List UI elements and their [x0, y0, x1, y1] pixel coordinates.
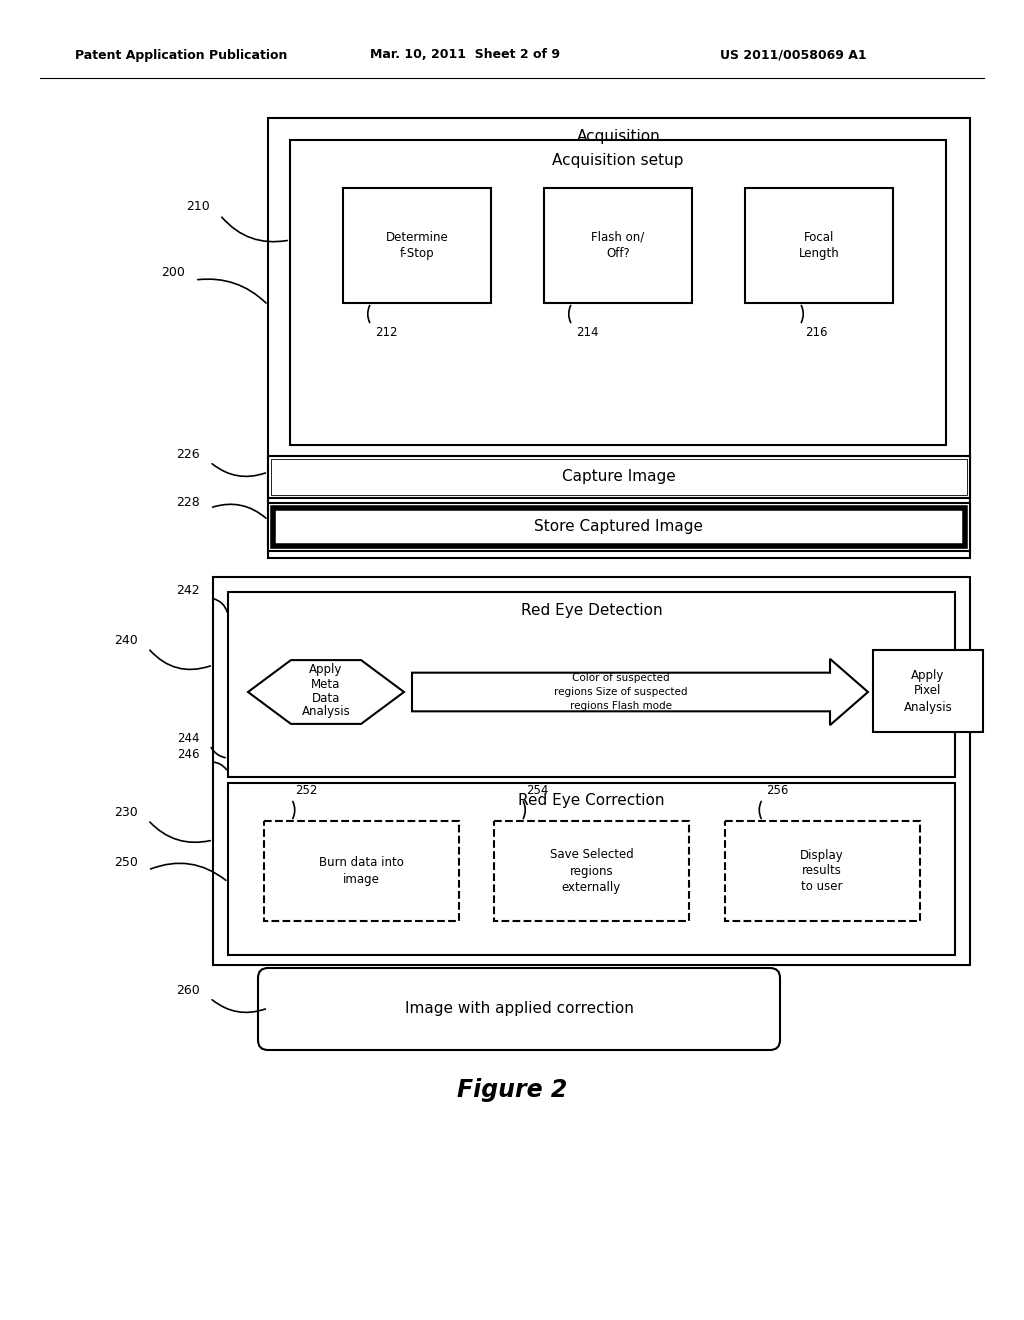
Text: 252: 252 [296, 784, 317, 797]
Text: Red Eye Detection: Red Eye Detection [520, 602, 663, 618]
Text: 230: 230 [115, 805, 138, 818]
Bar [273, 508, 965, 546]
Text: regions Flash mode: regions Flash mode [570, 701, 672, 711]
Text: 216: 216 [805, 326, 827, 339]
Text: 240: 240 [115, 635, 138, 648]
Text: regions: regions [569, 865, 613, 878]
Text: Mar. 10, 2011  Sheet 2 of 9: Mar. 10, 2011 Sheet 2 of 9 [370, 49, 560, 62]
Text: 242: 242 [176, 585, 200, 598]
Text: 210: 210 [186, 201, 210, 214]
Text: results: results [802, 865, 842, 878]
Text: Pixel: Pixel [914, 685, 942, 697]
Text: image: image [343, 873, 380, 886]
Text: Image with applied correction: Image with applied correction [404, 1002, 634, 1016]
Text: Off?: Off? [606, 247, 630, 260]
Text: 214: 214 [575, 326, 598, 339]
Text: 256: 256 [767, 784, 788, 797]
Text: 260: 260 [176, 985, 200, 998]
Text: 200: 200 [161, 265, 185, 279]
Polygon shape [412, 659, 868, 725]
Text: Meta: Meta [311, 677, 341, 690]
Text: Apply: Apply [911, 668, 945, 681]
Text: Apply: Apply [309, 664, 343, 676]
Text: 228: 228 [176, 495, 200, 508]
Bar [873, 649, 983, 733]
Text: Save Selected: Save Selected [550, 849, 634, 862]
Text: Analysis: Analysis [903, 701, 952, 714]
Bar [268, 117, 970, 558]
Bar [725, 821, 920, 921]
Text: Figure 2: Figure 2 [457, 1078, 567, 1102]
Text: 254: 254 [526, 784, 549, 797]
Text: 226: 226 [176, 449, 200, 462]
Text: Acquisition setup: Acquisition setup [552, 153, 684, 168]
Text: Focal: Focal [804, 231, 835, 244]
Bar [290, 140, 946, 445]
Text: 246: 246 [177, 748, 200, 762]
Text: f-Stop: f-Stop [399, 247, 434, 260]
Text: Acquisition: Acquisition [578, 128, 660, 144]
Text: Store Captured Image: Store Captured Image [535, 520, 703, 535]
Text: 250: 250 [114, 855, 138, 869]
Polygon shape [248, 660, 404, 723]
Text: to user: to user [801, 880, 843, 894]
Bar [213, 577, 970, 965]
Bar [263, 821, 459, 921]
FancyBboxPatch shape [258, 968, 780, 1049]
Text: Flash on/: Flash on/ [592, 231, 645, 244]
Text: Patent Application Publication: Patent Application Publication [75, 49, 288, 62]
Text: 212: 212 [375, 326, 397, 339]
Text: US 2011/0058069 A1: US 2011/0058069 A1 [720, 49, 866, 62]
Bar [228, 591, 955, 777]
Text: Data: Data [312, 692, 340, 705]
Bar [228, 783, 955, 954]
Bar [494, 821, 689, 921]
Text: Display: Display [800, 849, 844, 862]
Text: regions Size of suspected: regions Size of suspected [554, 686, 688, 697]
Text: Color of suspected: Color of suspected [572, 673, 670, 682]
Bar [544, 187, 692, 304]
Text: externally: externally [562, 880, 622, 894]
Text: Capture Image: Capture Image [562, 470, 676, 484]
Bar [745, 187, 893, 304]
Text: Length: Length [799, 247, 840, 260]
Text: Burn data into: Burn data into [318, 857, 403, 870]
Bar [268, 503, 970, 550]
Text: Determine: Determine [386, 231, 449, 244]
Text: Red Eye Correction: Red Eye Correction [518, 793, 665, 808]
Bar [268, 455, 970, 498]
Text: 244: 244 [177, 731, 200, 744]
Bar [271, 459, 967, 495]
Bar [343, 187, 490, 304]
Text: Analysis: Analysis [302, 705, 350, 718]
